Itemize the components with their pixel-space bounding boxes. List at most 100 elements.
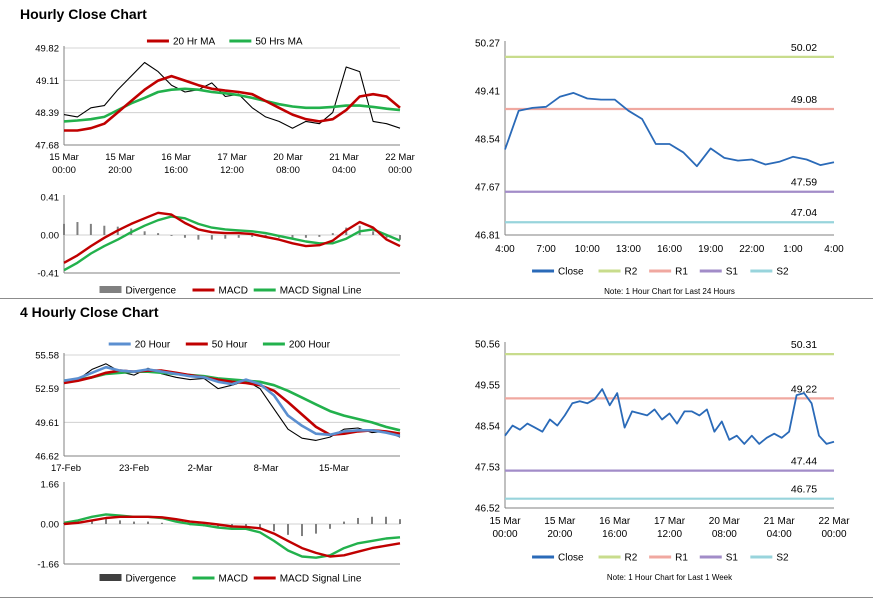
section-title-hourly: Hourly Close Chart xyxy=(20,6,147,22)
hourly-price-ytick: 48.39 xyxy=(35,108,59,119)
four-hourly-price-legend-label: 20 Hour xyxy=(135,340,171,351)
hourly-price-xtick: 00:00 xyxy=(52,165,76,176)
hourly-price-xtick: 04:00 xyxy=(332,165,356,176)
hourly-macd-signal-line xyxy=(63,215,401,272)
section-divider xyxy=(0,298,873,299)
four-hourly-price-legend-label: 50 Hour xyxy=(212,340,248,351)
hourly-levels-s2-level-label: 47.04 xyxy=(791,207,817,219)
weekly-levels-close-line xyxy=(504,388,835,445)
weekly-levels-r1-level-label: 49.22 xyxy=(791,383,817,395)
weekly-levels-legend-label: R2 xyxy=(625,553,638,564)
weekly-levels-ytick: 46.52 xyxy=(475,504,500,515)
weekly-levels-legend-label: Close xyxy=(558,553,584,564)
hourly-levels-r1-level-label: 49.08 xyxy=(791,94,817,106)
hourly-price-legend-label: 50 Hrs MA xyxy=(255,37,303,48)
weekly-levels-xtick: 22 Mar xyxy=(818,516,850,527)
weekly-levels-xtick: 15 Mar xyxy=(544,516,576,527)
weekly-levels-legend-label: S2 xyxy=(776,553,789,564)
hourly-macd-legend-label: MACD xyxy=(219,286,248,297)
hourly-macd-line xyxy=(63,211,401,264)
four-hourly-price-xtick: 23-Feb xyxy=(119,463,149,474)
weekly-levels-xtick: 12:00 xyxy=(657,529,682,540)
four-hourly-macd-legend-label: Divergence xyxy=(126,574,177,585)
hourly-levels-legend-label: S2 xyxy=(776,267,789,278)
hourly-price-xtick: 17 Mar xyxy=(217,152,247,163)
weekly-levels-xtick: 20:00 xyxy=(547,529,572,540)
four-hourly-200hr-line xyxy=(63,370,401,432)
four-hourly-price-ytick: 52.59 xyxy=(35,384,59,395)
hourly-price-xtick: 08:00 xyxy=(276,165,300,176)
weekly-levels-xtick: 16:00 xyxy=(602,529,627,540)
weekly-levels-xtick: 15 Mar xyxy=(489,516,521,527)
weekly-levels-s1-level-label: 47.44 xyxy=(791,456,817,468)
weekly-levels-xtick: 08:00 xyxy=(712,529,737,540)
hourly-macd-legend-label: MACD Signal Line xyxy=(280,286,362,297)
four-hourly-macd-ytick: -1.66 xyxy=(37,560,59,571)
four-hourly-macd-legend-label: MACD xyxy=(219,574,248,585)
weekly-levels-xtick: 16 Mar xyxy=(599,516,631,527)
hourly-price-xtick: 15 Mar xyxy=(49,152,79,163)
four-hourly-price-ytick: 49.61 xyxy=(35,418,59,429)
four-hourly-price-xtick: 17-Feb xyxy=(51,463,81,474)
hourly-levels-xtick: 19:00 xyxy=(698,244,723,255)
weekly-levels-s2-level-label: 46.75 xyxy=(791,484,817,496)
hourly-macd-ytick: 0.00 xyxy=(41,231,60,242)
weekly-levels-xtick: 21 Mar xyxy=(764,516,796,527)
hourly-levels-s1-level-label: 47.59 xyxy=(791,177,817,189)
weekly-levels-xtick: 04:00 xyxy=(767,529,792,540)
hourly-levels-ytick: 46.81 xyxy=(475,231,500,242)
hourly-price-xtick: 16 Mar xyxy=(161,152,191,163)
four-hourly-close-line xyxy=(63,363,401,441)
four-hourly-macd-swatch-divergence xyxy=(99,574,122,581)
four-hourly-price-xtick: 8-Mar xyxy=(254,463,279,474)
page-bottom-divider xyxy=(0,597,873,598)
hourly-price-xtick: 20:00 xyxy=(108,165,132,176)
hourly-levels-legend-label: Close xyxy=(558,267,584,278)
weekly-levels-legend-label: R1 xyxy=(675,553,688,564)
hourly-price-xtick: 20 Mar xyxy=(273,152,303,163)
hourly-price-legend-label: 20 Hr MA xyxy=(173,37,216,48)
four-hourly-price-ytick: 55.58 xyxy=(35,351,59,362)
hourly-macd-swatch-divergence xyxy=(99,286,122,293)
hourly-price-ytick: 47.68 xyxy=(35,141,59,152)
hourly-macd-legend-label: Divergence xyxy=(126,286,177,297)
four-hourly-price-xtick: 2-Mar xyxy=(188,463,213,474)
hourly-levels-legend-label: R1 xyxy=(675,267,688,278)
four-hourly-price-legend-label: 200 Hour xyxy=(289,340,331,351)
hourly-price-xtick: 12:00 xyxy=(220,165,244,176)
hourly-price-xtick: 22 Mar xyxy=(385,152,415,163)
hourly-levels-xtick: 4:00 xyxy=(824,244,844,255)
hourly-levels-xtick: 1:00 xyxy=(783,244,803,255)
hourly-price-xtick: 00:00 xyxy=(388,165,412,176)
weekly-levels-xtick: 00:00 xyxy=(821,529,846,540)
weekly-levels-r2-level-label: 50.31 xyxy=(791,339,817,351)
four-hourly-macd-ytick: 1.66 xyxy=(41,480,60,491)
weekly-levels-xtick: 17 Mar xyxy=(654,516,686,527)
hourly-levels-xtick: 10:00 xyxy=(575,244,600,255)
hourly-price-xtick: 21 Mar xyxy=(329,152,359,163)
weekly-levels-note: Note: 1 Hour Chart for Last 1 Week xyxy=(607,573,733,582)
hourly-levels-ytick: 47.67 xyxy=(475,183,500,194)
weekly-levels-xtick: 20 Mar xyxy=(709,516,741,527)
hourly-levels-ytick: 48.54 xyxy=(475,135,500,146)
four-hourly-price-xtick: 15-Mar xyxy=(319,463,349,474)
weekly-levels-ytick: 50.56 xyxy=(475,340,500,351)
hourly-levels-r2-level-label: 50.02 xyxy=(791,42,817,54)
four-hourly-macd-legend-label: MACD Signal Line xyxy=(280,574,362,585)
hourly-price-ytick: 49.82 xyxy=(35,44,59,55)
hourly-levels-note: Note: 1 Hour Chart for Last 24 Hours xyxy=(604,287,735,296)
hourly-20hr-ma-line xyxy=(64,74,401,132)
weekly-levels-xtick: 00:00 xyxy=(492,529,517,540)
hourly-levels-xtick: 7:00 xyxy=(536,244,556,255)
weekly-levels-ytick: 47.53 xyxy=(475,463,500,474)
four-hourly-macd-ytick: 0.00 xyxy=(41,520,60,531)
hourly-macd-ytick: -0.41 xyxy=(37,269,59,280)
hourly-price-xtick: 15 Mar xyxy=(105,152,135,163)
hourly-levels-ytick: 49.41 xyxy=(475,87,500,98)
four-hourly-20hr-line xyxy=(63,365,401,438)
hourly-levels-legend-label: R2 xyxy=(625,267,638,278)
hourly-levels-xtick: 22:00 xyxy=(739,244,764,255)
hourly-macd-ytick: 0.41 xyxy=(41,193,60,204)
hourly-levels-close-line xyxy=(504,92,835,168)
